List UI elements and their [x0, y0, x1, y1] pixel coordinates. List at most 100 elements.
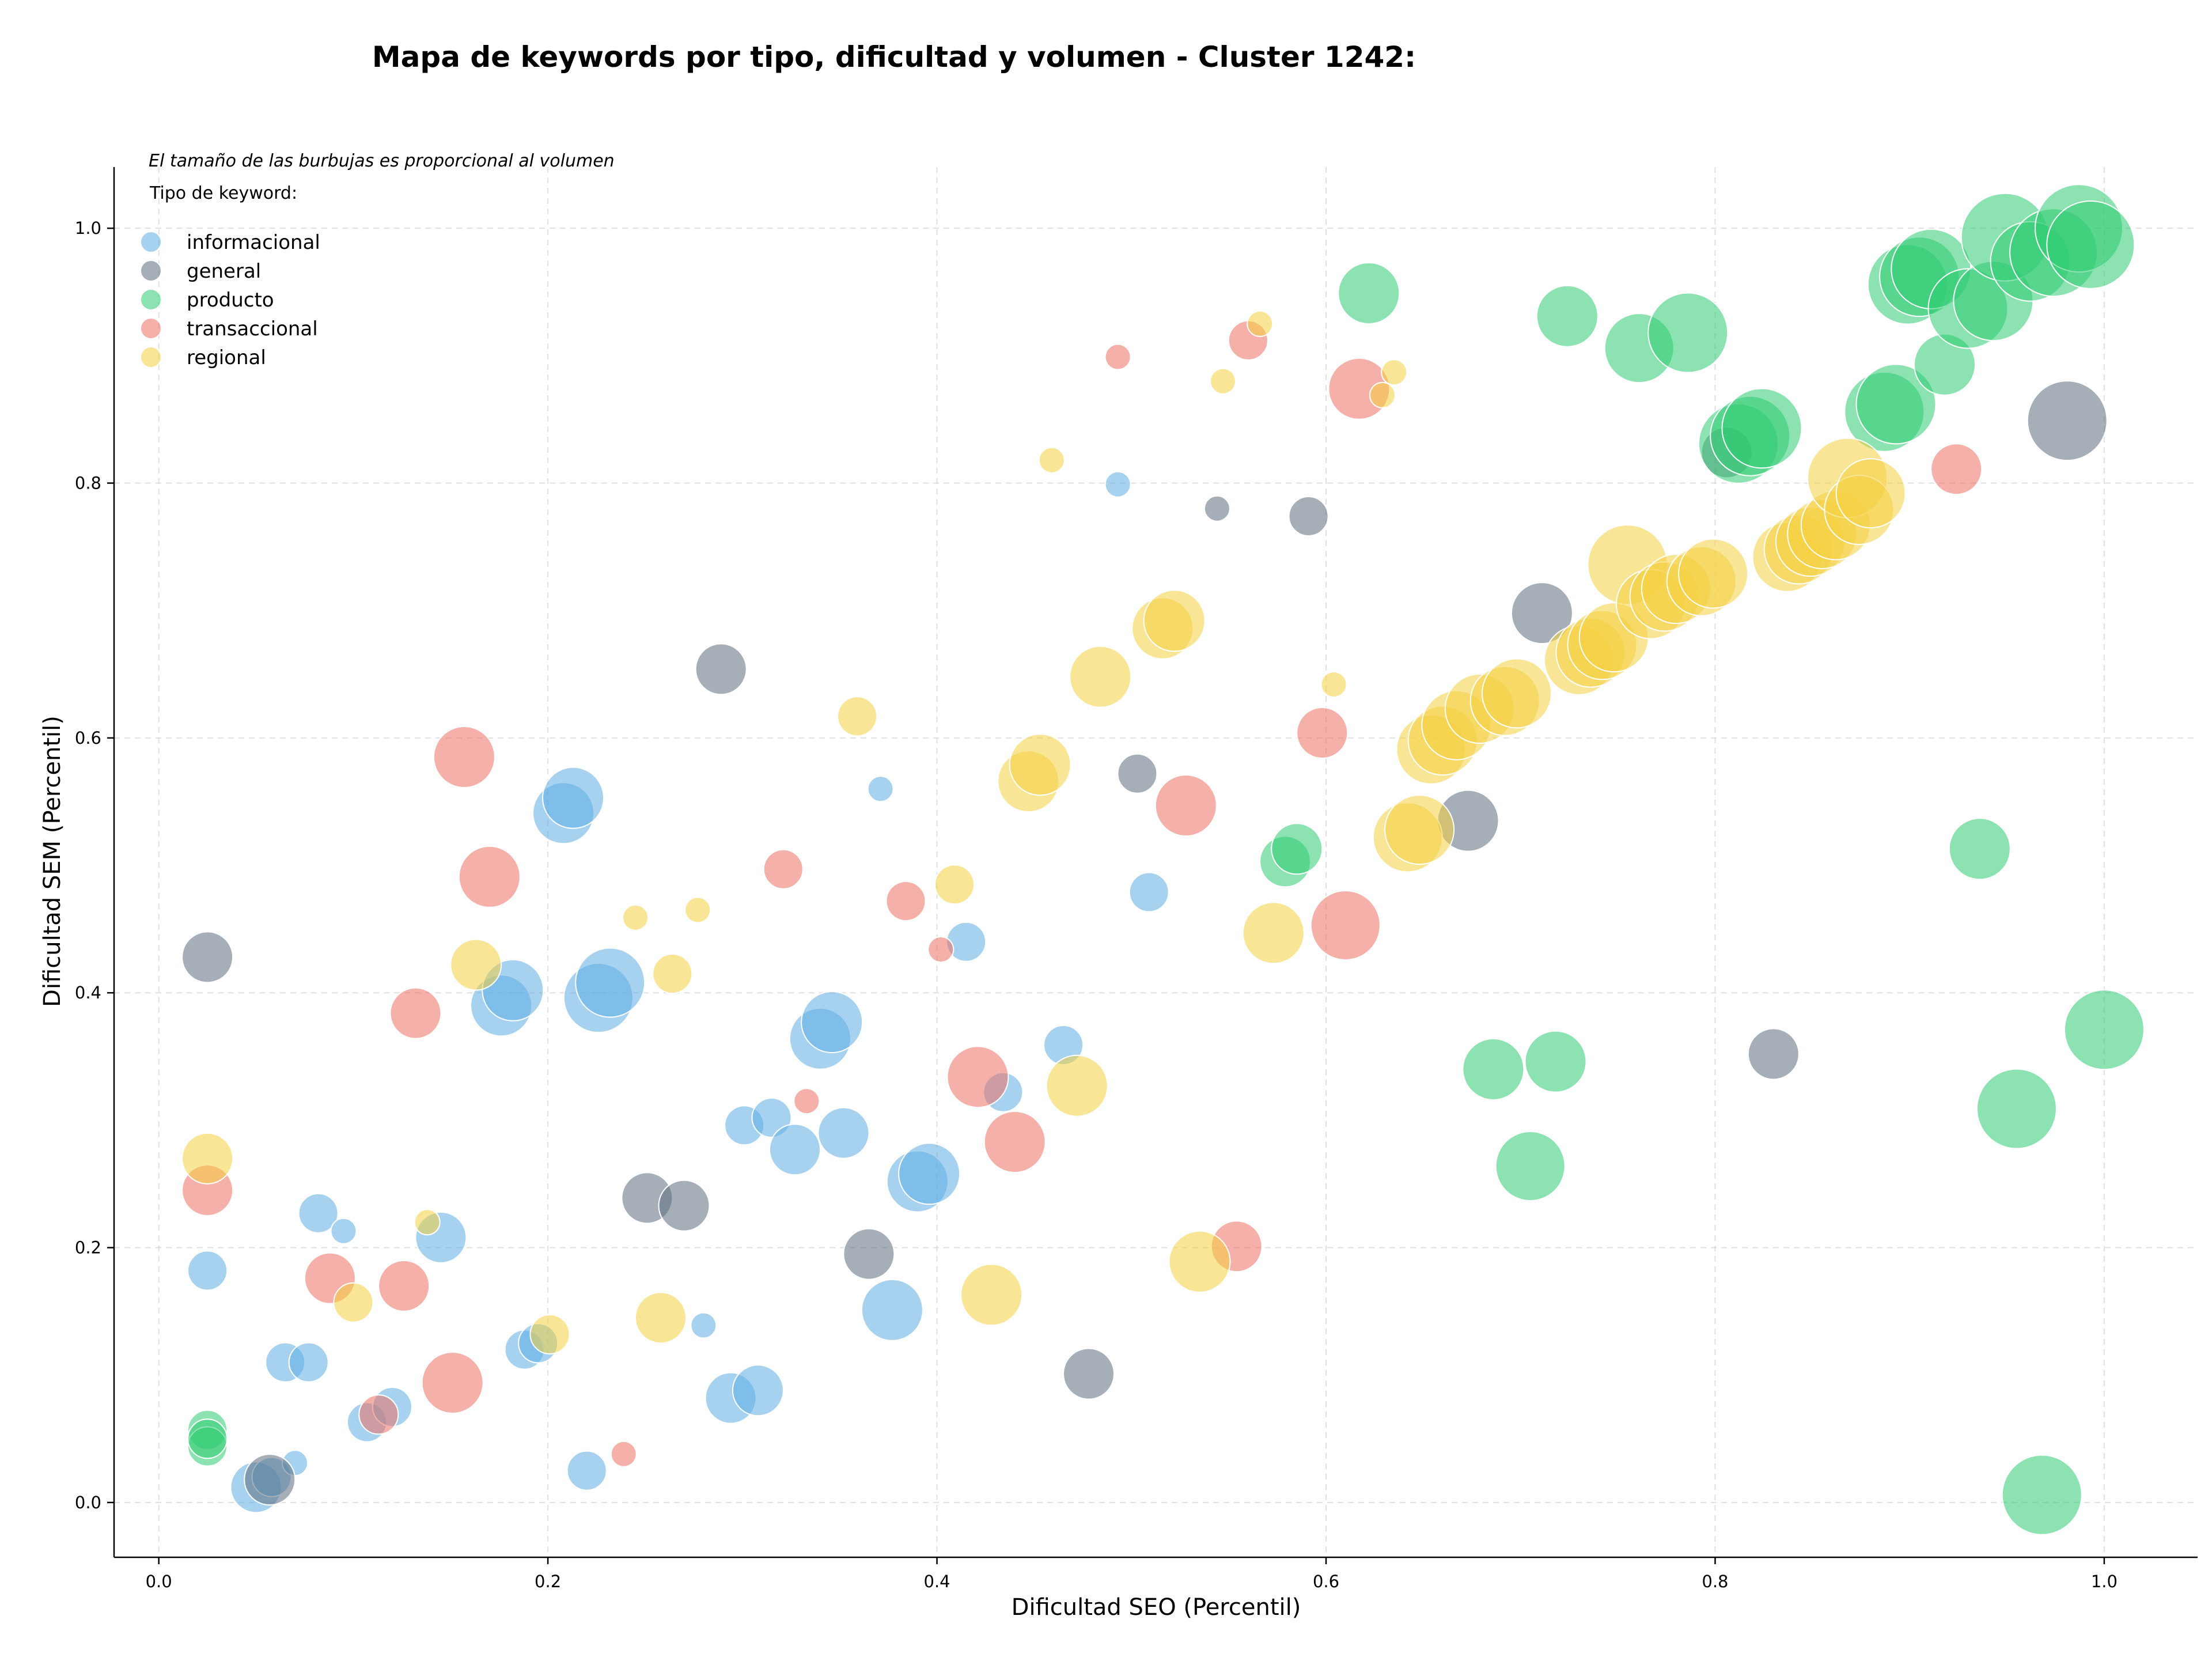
bubble-regional-20 — [1210, 368, 1236, 395]
bubble-transaccional-20 — [1310, 890, 1381, 960]
x-tick-label-2: 0.4 — [924, 1572, 950, 1591]
bubble-informacional-27 — [801, 991, 863, 1054]
bubble-transaccional-6 — [433, 726, 495, 788]
bubble-regional-33 — [1482, 658, 1552, 729]
bubble-transaccional-10 — [793, 1088, 820, 1115]
bubble-producto-9 — [1536, 285, 1599, 347]
legend-marker-transaccional — [140, 317, 162, 339]
bubble-transaccional-5 — [421, 1352, 484, 1414]
bubble-regional-27 — [1384, 794, 1455, 865]
bubble-producto-27 — [2001, 1454, 2082, 1535]
bubble-regional-19 — [1168, 1230, 1231, 1293]
bubble-regional-25 — [1381, 359, 1408, 386]
bubble-size-note: El tamaño de las burbujas es proporciona… — [149, 151, 615, 171]
bubble-regional-10 — [934, 864, 975, 905]
x-axis-label: Dificultad SEO (Percentil) — [1012, 1594, 1301, 1621]
bubble-regional-11 — [960, 1263, 1023, 1326]
y-tick-label-3: 0.6 — [75, 728, 101, 748]
bubble-transaccional-9 — [763, 849, 804, 890]
bubble-transaccional-12 — [927, 936, 955, 963]
bubble-general-8 — [1203, 495, 1230, 522]
bubble-regional-14 — [1038, 447, 1065, 474]
bubble-informacional-6 — [298, 1193, 339, 1234]
legend-marker-informacional — [140, 231, 162, 253]
bubble-transaccional-22 — [1930, 443, 1983, 495]
legend-label-producto: producto — [187, 289, 274, 312]
bubble-producto-31 — [2063, 989, 2145, 1070]
bubble-transaccional-11 — [885, 881, 926, 921]
bubble-regional-5 — [622, 904, 649, 931]
bubble-general-11 — [1510, 582, 1573, 645]
bubble-general-13 — [1747, 1028, 1800, 1080]
bubble-producto-7 — [1495, 1131, 1566, 1201]
bubble-producto-25 — [1976, 1068, 2057, 1149]
bubble-informacional-25 — [769, 1123, 821, 1176]
bubble-regional-9 — [837, 696, 878, 737]
x-tick-label-3: 0.6 — [1313, 1572, 1339, 1591]
bubble-regional-6 — [635, 1292, 687, 1344]
bubble-informacional-0 — [187, 1250, 228, 1291]
bubble-informacional-19 — [575, 947, 646, 1018]
axes: 0.0 0.2 0.4 0.6 0.8 1.0 0.0 0.2 0.4 0.6 0.8 1.0 — [75, 167, 2198, 1591]
bubble-regional-24 — [1369, 381, 1396, 408]
legend-label-regional: regional — [187, 346, 266, 369]
legend-label-informacional: informacional — [187, 231, 320, 254]
bubble-informacional-5 — [288, 1342, 329, 1383]
bubble-regional-7 — [652, 954, 693, 994]
bubble-regional-1 — [333, 1282, 374, 1323]
y-tick-label-5: 1.0 — [75, 218, 101, 238]
x-tick-label-4: 0.8 — [1702, 1572, 1728, 1591]
bubble-producto-6 — [1462, 1038, 1525, 1100]
bubble-transaccional-13 — [946, 1046, 1009, 1108]
x-tick-label-1: 0.2 — [535, 1572, 561, 1591]
y-tick-label-0: 0.0 — [75, 1493, 101, 1512]
chart-title: Mapa de keywords por tipo, dificultad y … — [372, 40, 1416, 74]
bubble-producto-8 — [1524, 1030, 1587, 1093]
bubble-informacional-32 — [898, 1142, 961, 1205]
bubble-general-1 — [244, 1454, 296, 1506]
bubble-general-7 — [1117, 753, 1158, 794]
bubble-transaccional-19 — [1296, 707, 1349, 759]
bubble-general-3 — [658, 1179, 710, 1232]
bubble-regional-43 — [1678, 538, 1749, 609]
y-axis-label: Dificultad SEM (Percentil) — [39, 716, 66, 1007]
bubble-regional-4 — [529, 1314, 570, 1354]
y-tick-label-4: 0.8 — [75, 474, 101, 493]
bubble-regional-18 — [1143, 589, 1206, 652]
bubble-regional-3 — [450, 939, 502, 991]
bubble-producto-16 — [1855, 364, 1937, 445]
bubble-transaccional-7 — [458, 845, 521, 908]
bubble-regional-0 — [181, 1132, 234, 1185]
bubble-general-5 — [843, 1228, 895, 1280]
bubble-regional-15 — [1046, 1054, 1108, 1117]
bubble-producto-22 — [1948, 818, 2011, 880]
bubble-regional-23 — [1320, 671, 1347, 698]
bubble-regional-16 — [1069, 645, 1132, 708]
bubble-informacional-16 — [542, 766, 604, 829]
bubble-transaccional-2 — [358, 1394, 399, 1435]
bubble-transaccional-16 — [1154, 774, 1217, 837]
bubble-producto-30 — [2046, 200, 2135, 289]
bubble-transaccional-15 — [1104, 343, 1131, 370]
bubble-regional-22 — [1242, 902, 1305, 964]
x-tick-label-5: 1.0 — [2091, 1572, 2118, 1591]
bubble-producto-14 — [1721, 388, 1802, 469]
bubble-general-0 — [181, 931, 234, 983]
bubble-general-6 — [1063, 1348, 1115, 1400]
legend: informacional general producto transacciona… — [140, 231, 320, 369]
bubble-producto-11 — [1647, 292, 1729, 373]
bubble-informacional-28 — [817, 1107, 870, 1159]
bubble-informacional-37 — [1128, 872, 1169, 913]
bubble-layer — [181, 184, 2145, 1535]
bubble-regional-51 — [1835, 458, 1906, 529]
x-tick-label-0: 0.0 — [146, 1572, 172, 1591]
bubble-informacional-17 — [566, 1450, 607, 1491]
bubble-regional-13 — [1009, 733, 1071, 796]
bubble-regional-21 — [1247, 311, 1274, 337]
bubble-informacional-23 — [732, 1364, 784, 1417]
bubble-producto-2 — [187, 1418, 228, 1459]
y-tick-label-2: 0.4 — [75, 983, 101, 1002]
bubble-regional-2 — [414, 1209, 441, 1236]
